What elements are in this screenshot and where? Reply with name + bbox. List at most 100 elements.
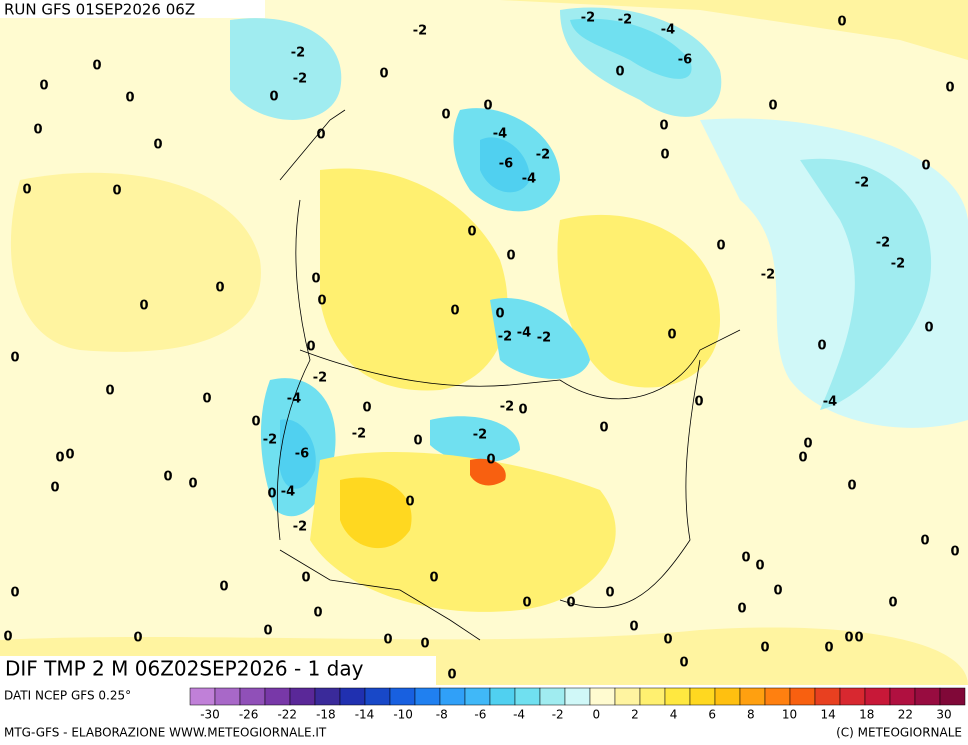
colorbar-swatch: [189, 687, 216, 706]
contour-label: -4: [661, 23, 675, 38]
contour-label: -6: [499, 157, 513, 172]
contour-label: 0: [817, 339, 826, 354]
contour-label: 0: [679, 656, 688, 671]
contour-label: 0: [219, 580, 228, 595]
colorbar-swatch: [339, 687, 366, 706]
colorbar-swatch: [489, 687, 516, 706]
contour-label: 0: [522, 596, 531, 611]
contour-label: 0: [202, 392, 211, 407]
colorbar-swatch: [289, 687, 316, 706]
contour-label: 0: [269, 90, 278, 105]
contour-label: 0: [92, 59, 101, 74]
contour-label: 0: [379, 67, 388, 82]
contour-label: 0: [773, 584, 782, 599]
colorbar-swatch: [514, 687, 541, 706]
contour-label: 0: [945, 81, 954, 96]
colorbar-swatch: [464, 687, 491, 706]
colorbar-tick-label: -14: [355, 708, 375, 722]
contour-label: -2: [498, 330, 512, 345]
colorbar-swatch: [439, 687, 466, 706]
contour-label: -2: [761, 268, 775, 283]
colorbar-swatch: [614, 687, 641, 706]
colorbar-tick-label: -2: [552, 708, 564, 722]
contour-label: 0: [837, 15, 846, 30]
colorbar-swatch: [914, 687, 941, 706]
contour-label: 0: [441, 108, 450, 123]
contour-label: 0: [486, 453, 495, 468]
contour-label: 0: [313, 606, 322, 621]
colorbar-tick-label: -10: [393, 708, 413, 722]
colorbar-swatch: [839, 687, 866, 706]
colorbar-tick-label: -22: [277, 708, 297, 722]
contour-label: -6: [295, 447, 309, 462]
contour-label: 0: [803, 437, 812, 452]
contour-label: 0: [163, 470, 172, 485]
colorbar-swatch: [939, 687, 966, 706]
colorbar-swatch: [739, 687, 766, 706]
contour-label: 0: [65, 448, 74, 463]
contour-label: 0: [139, 299, 148, 314]
contour-label: 0: [447, 668, 456, 683]
contour-label: 0: [924, 321, 933, 336]
contour-label: 0: [112, 184, 121, 199]
contour-label: 0: [615, 65, 624, 80]
contour-label: -2: [537, 331, 551, 346]
colorbar-tick-label: -26: [239, 708, 259, 722]
contour-label: 0: [413, 434, 422, 449]
contour-label: -2: [263, 433, 277, 448]
contour-label: -4: [522, 172, 536, 187]
colorbar-tick-label: 14: [820, 708, 835, 722]
colorbar-tick-label: 22: [898, 708, 913, 722]
colorbar-tick-label: -6: [474, 708, 486, 722]
run-label: RUN GFS 01SEP2026 06Z: [4, 1, 195, 19]
contour-label: -2: [500, 400, 514, 415]
contour-label: 0: [659, 119, 668, 134]
contour-label: 0: [251, 415, 260, 430]
source-label: DATI NCEP GFS 0.25°: [4, 689, 131, 703]
contour-label: 0: [798, 451, 807, 466]
contour-label: 0: [188, 477, 197, 492]
contour-label: 0: [215, 281, 224, 296]
contour-label: -2: [352, 427, 366, 442]
contour-label: 0: [267, 487, 276, 502]
contour-label: -2: [291, 46, 305, 61]
contour-label: -2: [891, 257, 905, 272]
colorbar-swatch: [539, 687, 566, 706]
contour-label: 0: [420, 637, 429, 652]
colorbar-tick-label: 30: [936, 708, 951, 722]
contour-label: 0: [629, 620, 638, 635]
contour-label: 0: [663, 633, 672, 648]
colorbar-tick-label: 18: [859, 708, 874, 722]
contour-label: 0: [362, 401, 371, 416]
colorbar-tick-label: 2: [631, 708, 639, 722]
contour-label: 0: [125, 91, 134, 106]
colorbar-swatch: [389, 687, 416, 706]
contour-labels: -2 -2 -2 -4 -6 0 -2 0 -2 0 0 0 0 0 0 0 0 0 0 0 0 0 0 -4 -2 0 -6 -4 0…: [3, 11, 959, 683]
colorbar-swatch: [639, 687, 666, 706]
colorbar: -30 -26 -22 -18 -14 -10 -8 -6 -4 -2 0 2 4 6 8 10 14 18 22 3…: [189, 687, 966, 722]
contour-label: -4: [517, 326, 531, 341]
contour-label: 0: [495, 307, 504, 322]
colorbar-tick-label: 6: [708, 708, 716, 722]
contour-label: -4: [493, 127, 507, 142]
colorbar-swatch: [814, 687, 841, 706]
colorbar-tick-label: 0: [592, 708, 600, 722]
contour-label: 0: [133, 631, 142, 646]
colorbar-tick-label: 8: [747, 708, 755, 722]
colorbar-swatch: [564, 687, 591, 706]
colorbar-swatch: [889, 687, 916, 706]
header-box: [0, 0, 265, 18]
contour-label: -2: [618, 13, 632, 28]
contour-label: 0: [921, 159, 930, 174]
contour-label: 0: [105, 384, 114, 399]
contour-label: 0: [33, 123, 42, 138]
contour-label: 0: [920, 534, 929, 549]
contour-label: 0: [844, 631, 853, 646]
contour-label: 0: [483, 99, 492, 114]
contour-label: 0: [760, 641, 769, 656]
colorbar-tick-label: -8: [436, 708, 448, 722]
contour-label: -2: [413, 24, 427, 39]
contour-label: -4: [281, 485, 295, 500]
